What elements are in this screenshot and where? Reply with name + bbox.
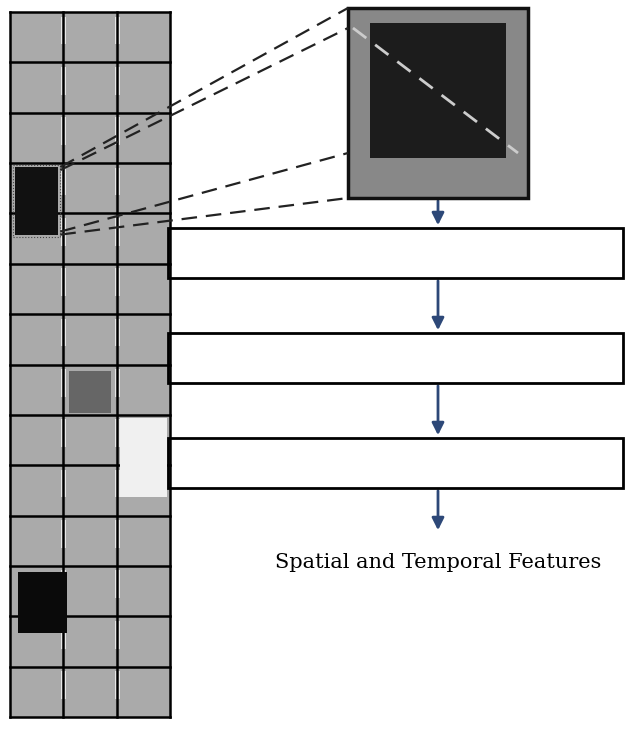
Bar bbox=[116, 666, 170, 717]
Bar bbox=[61, 571, 67, 599]
Bar bbox=[10, 515, 63, 566]
Bar bbox=[63, 566, 116, 616]
Bar bbox=[61, 369, 67, 397]
Bar bbox=[63, 12, 116, 63]
Bar bbox=[10, 113, 63, 163]
Bar bbox=[116, 566, 170, 616]
Bar bbox=[63, 364, 116, 415]
Bar bbox=[116, 214, 170, 264]
Bar bbox=[61, 319, 67, 346]
Bar bbox=[115, 419, 120, 447]
Text: Spatial and Temporal Features: Spatial and Temporal Features bbox=[275, 553, 601, 572]
Bar bbox=[115, 671, 120, 699]
Bar bbox=[63, 314, 116, 364]
Bar bbox=[10, 264, 63, 314]
Bar bbox=[61, 67, 67, 95]
Bar bbox=[61, 671, 67, 699]
Bar bbox=[13, 165, 60, 237]
Bar bbox=[61, 419, 67, 447]
Bar bbox=[61, 17, 67, 44]
Bar bbox=[10, 12, 63, 63]
Bar bbox=[116, 12, 170, 63]
Bar bbox=[115, 168, 120, 195]
Bar bbox=[116, 264, 170, 314]
Text: 5x5 Conv, Depth 2, Stride 2: 5x5 Conv, Depth 2, Stride 2 bbox=[255, 348, 536, 367]
Bar bbox=[63, 214, 116, 264]
Bar bbox=[348, 8, 528, 198]
Bar bbox=[168, 333, 623, 383]
Bar bbox=[69, 370, 111, 413]
Bar bbox=[10, 63, 63, 113]
Bar bbox=[115, 218, 120, 246]
Bar bbox=[116, 415, 170, 465]
Bar bbox=[10, 465, 63, 515]
Bar bbox=[63, 415, 116, 465]
Bar bbox=[10, 415, 63, 465]
Bar bbox=[168, 228, 623, 278]
Bar bbox=[10, 666, 63, 717]
Bar bbox=[115, 319, 120, 346]
Bar bbox=[116, 113, 170, 163]
Bar bbox=[63, 63, 116, 113]
Bar bbox=[115, 268, 120, 296]
Bar bbox=[10, 314, 63, 364]
Bar bbox=[10, 616, 63, 666]
Bar bbox=[10, 566, 63, 616]
Bar bbox=[168, 438, 623, 488]
Bar bbox=[15, 167, 58, 235]
Bar bbox=[116, 515, 170, 566]
Bar bbox=[115, 520, 120, 547]
Bar bbox=[61, 520, 67, 547]
Bar bbox=[115, 117, 120, 145]
Bar bbox=[18, 572, 67, 634]
Bar bbox=[61, 268, 67, 296]
Bar bbox=[370, 23, 506, 158]
Bar bbox=[116, 163, 170, 214]
Bar bbox=[116, 465, 170, 515]
Bar bbox=[116, 314, 170, 364]
Text: 2x2 MaxPool, Stride 2: 2x2 MaxPool, Stride 2 bbox=[283, 453, 508, 472]
Bar bbox=[63, 616, 116, 666]
Bar bbox=[63, 163, 116, 214]
Bar bbox=[115, 469, 120, 497]
Bar bbox=[63, 113, 116, 163]
Bar bbox=[61, 117, 67, 145]
Text: 5x5 Conv, Depth 16, Stride 2: 5x5 Conv, Depth 16, Stride 2 bbox=[248, 243, 543, 262]
Bar bbox=[115, 17, 120, 44]
Bar bbox=[63, 264, 116, 314]
Bar bbox=[63, 515, 116, 566]
Bar bbox=[61, 168, 67, 195]
Bar bbox=[116, 616, 170, 666]
Bar bbox=[10, 163, 63, 214]
Bar bbox=[115, 369, 120, 397]
Bar bbox=[10, 214, 63, 264]
Bar bbox=[61, 218, 67, 246]
Bar bbox=[116, 364, 170, 415]
Bar bbox=[115, 621, 120, 649]
Bar bbox=[115, 67, 120, 95]
Bar bbox=[116, 63, 170, 113]
Bar bbox=[10, 364, 63, 415]
Bar bbox=[120, 418, 167, 497]
Bar bbox=[115, 571, 120, 599]
Bar bbox=[61, 621, 67, 649]
Bar bbox=[63, 465, 116, 515]
Bar bbox=[63, 666, 116, 717]
Bar bbox=[61, 469, 67, 497]
